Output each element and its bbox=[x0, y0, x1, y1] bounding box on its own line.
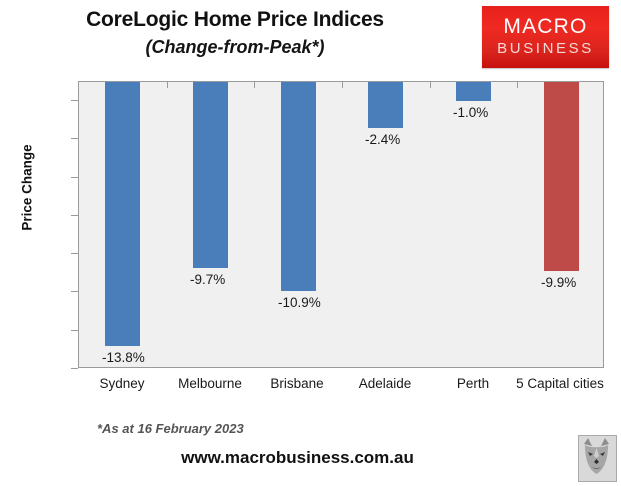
footnote: *As at 16 February 2023 bbox=[97, 421, 244, 436]
x-axis-category-brisbane: Brisbane bbox=[270, 376, 324, 391]
y-axis-tick-mark bbox=[71, 177, 78, 178]
category-separator-tick bbox=[166, 82, 168, 88]
title-block: CoreLogic Home Price Indices (Change-fro… bbox=[0, 6, 470, 60]
bar-value-label: -9.9% bbox=[541, 275, 577, 291]
x-axis-category-perth: Perth bbox=[456, 376, 490, 391]
y-axis-tick-mark bbox=[71, 100, 78, 101]
page-title: CoreLogic Home Price Indices bbox=[86, 8, 384, 31]
bar-perth[interactable] bbox=[456, 82, 491, 102]
x-axis-category-5-capital-cities: 5 Capital cities bbox=[516, 376, 604, 391]
fox-head-icon bbox=[579, 436, 614, 479]
macrobusiness-logo: MACRO BUSINESS bbox=[482, 6, 609, 68]
bar-adelaide[interactable] bbox=[368, 82, 403, 128]
chart-subtitle: (Change-from-Peak*) bbox=[145, 37, 325, 57]
fox-mascot-icon bbox=[578, 435, 617, 482]
x-axis-category-melbourne: Melbourne bbox=[178, 376, 242, 391]
bar-value-label: -13.8% bbox=[102, 350, 145, 366]
logo-text-macro: MACRO bbox=[503, 15, 588, 38]
y-axis-tick-mark bbox=[71, 291, 78, 292]
y-axis-tick-mark bbox=[71, 215, 78, 216]
x-axis-category-sydney: Sydney bbox=[99, 376, 145, 391]
bar-value-label: -2.4% bbox=[365, 131, 401, 147]
y-axis-title: Price Change bbox=[19, 144, 35, 231]
x-axis-category-adelaide: Adelaide bbox=[358, 376, 412, 391]
y-axis-tick-mark bbox=[71, 330, 78, 331]
y-axis-tick-mark bbox=[71, 253, 78, 254]
bar-melbourne[interactable] bbox=[193, 82, 228, 268]
y-axis-tick-mark bbox=[71, 138, 78, 139]
bar-value-label: -1.0% bbox=[453, 105, 489, 121]
y-axis-tick-mark bbox=[71, 368, 78, 369]
bar-value-label: -10.9% bbox=[278, 294, 321, 310]
bar-5-capital-cities[interactable] bbox=[544, 82, 579, 272]
bar-sydney[interactable] bbox=[105, 82, 140, 347]
bar-value-label: -9.7% bbox=[190, 271, 226, 287]
category-separator-tick bbox=[342, 82, 343, 88]
category-separator-tick bbox=[517, 82, 519, 88]
bar-brisbane[interactable] bbox=[281, 82, 316, 291]
website-url: www.macrobusiness.com.au bbox=[181, 448, 414, 467]
logo-text-business: BUSINESS bbox=[497, 40, 594, 57]
category-separator-tick bbox=[429, 82, 431, 88]
plot-area: -13.8% -9.7% -10.9% -2.4% -1.0% -9.9% bbox=[78, 81, 604, 368]
chart-header: CoreLogic Home Price Indices (Change-fro… bbox=[0, 0, 621, 78]
category-separator-tick bbox=[254, 82, 256, 88]
